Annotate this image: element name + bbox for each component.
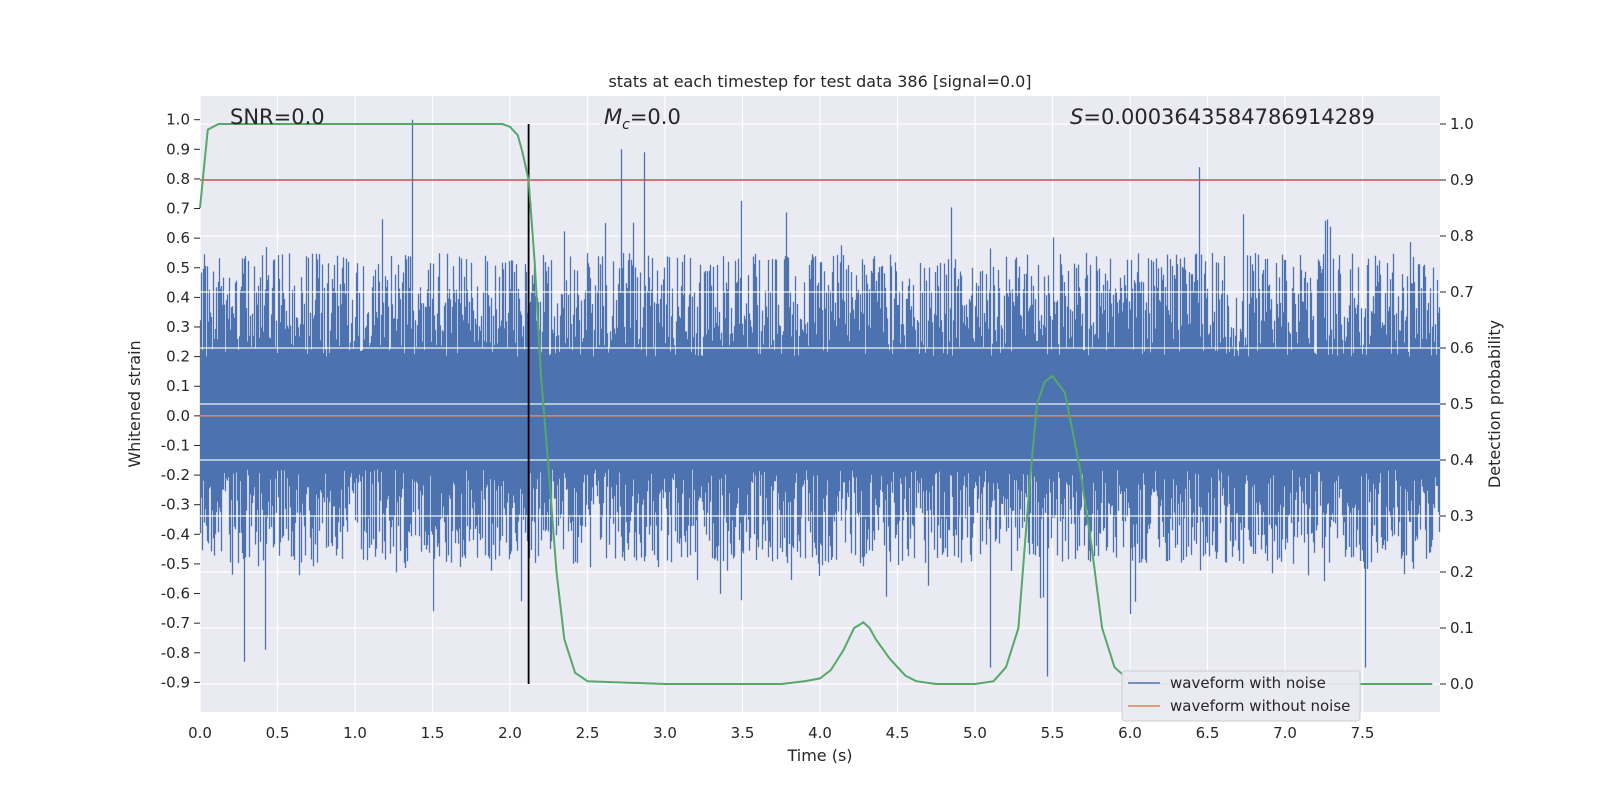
chirp-mass-value: =0.0 (630, 105, 681, 129)
x-tick-label: 7.5 (1351, 724, 1375, 742)
x-tick-label: 3.0 (653, 724, 677, 742)
waveform-with-noise-series (199, 119, 1441, 677)
y-tick-label: -0.8 (161, 644, 190, 662)
x-tick-label: 4.5 (886, 724, 910, 742)
y-tick-label: 1.0 (166, 111, 190, 129)
snr-annotation: SNR=0.0 (230, 105, 325, 129)
x-tick-label: 2.0 (498, 724, 522, 742)
x-tick-label: 5.0 (963, 724, 987, 742)
x-tick-label: 4.0 (808, 724, 832, 742)
y-tick-label: -0.4 (161, 525, 190, 543)
x-tick-label: 1.5 (421, 724, 445, 742)
legend-label-clean: waveform without noise (1170, 697, 1350, 715)
y-tick-label: 0.6 (166, 229, 190, 247)
y-tick-label: -0.9 (161, 673, 190, 691)
y2-tick-label: 0.1 (1450, 619, 1474, 637)
y-tick-label: -0.2 (161, 466, 190, 484)
y-tick-label: 0.5 (166, 259, 190, 277)
y-tick-label: 0.0 (166, 407, 190, 425)
x-tick-label: 6.0 (1118, 724, 1142, 742)
y2-axis-label: Detection probability (1485, 320, 1504, 488)
y2-tick-label: 0.4 (1450, 451, 1474, 469)
y-tick-label: -0.1 (161, 436, 190, 454)
s-annotation: S=0.0003643584786914289 (1070, 105, 1375, 129)
y2-tick-label: 0.5 (1450, 395, 1474, 413)
chirp-mass-annotation: Mc=0.0 (604, 105, 681, 133)
x-axis-ticks: 0.0 0.5 1.0 1.5 2.0 2.5 3.0 3.5 4.0 4.5 5.0 5.5 6.0 6… (188, 724, 1374, 742)
x-tick-label: 5.5 (1041, 724, 1065, 742)
y-tick-label: -0.7 (161, 614, 190, 632)
x-tick-label: 2.5 (576, 724, 600, 742)
x-tick-label: 6.5 (1196, 724, 1220, 742)
y-tick-label: 0.2 (166, 348, 190, 366)
y-tick-label: 0.9 (166, 140, 190, 158)
y2-tick-label: 1.0 (1450, 115, 1474, 133)
s-symbol: S (1070, 105, 1083, 129)
legend-box (1121, 670, 1361, 722)
y2-tick-label: 0.7 (1450, 283, 1474, 301)
y2-tick-label: 0.3 (1450, 507, 1474, 525)
chirp-mass-symbol: M (604, 105, 622, 129)
y-tick-label: -0.3 (161, 496, 190, 514)
y2-tick-label: 0.6 (1450, 339, 1474, 357)
y-tick-label: -0.5 (161, 555, 190, 573)
legend: waveform with noise waveform without noi… (1121, 670, 1361, 722)
x-tick-label: 3.5 (731, 724, 755, 742)
detection-probability-line (199, 123, 1433, 685)
y2-tick-label: 0.0 (1450, 675, 1474, 693)
y-tick-label: 0.8 (166, 170, 190, 188)
y-axis-ticks: 1.0 0.9 0.8 0.7 0.6 0.5 0.4 0.3 0.2 0.1 0.0 -0.1 -0.… (161, 111, 200, 691)
chart-title: stats at each timestep for test data 386… (608, 72, 1031, 91)
x-tick-label: 0.0 (188, 724, 212, 742)
y2-axis-ticks: 1.0 0.9 0.8 0.7 0.6 0.5 0.4 0.3 0.2 0.1 0.0 (1440, 115, 1474, 693)
y-tick-label: 0.7 (166, 200, 190, 218)
y-tick-label: -0.6 (161, 585, 190, 603)
legend-label-noise: waveform with noise (1170, 674, 1326, 692)
y-tick-label: 0.1 (166, 377, 190, 395)
x-tick-label: 1.0 (343, 724, 367, 742)
x-tick-label: 0.5 (266, 724, 290, 742)
s-value: =0.0003643584786914289 (1083, 105, 1375, 129)
y2-tick-label: 0.9 (1450, 171, 1474, 189)
y2-tick-label: 0.2 (1450, 563, 1474, 581)
y-tick-label: 0.3 (166, 318, 190, 336)
y-tick-label: 0.4 (166, 288, 190, 306)
x-axis-label: Time (s) (786, 746, 852, 765)
y-axis-label: Whitened strain (125, 340, 144, 467)
x-tick-label: 7.0 (1273, 724, 1297, 742)
y2-tick-label: 0.8 (1450, 227, 1474, 245)
chirp-mass-subscript: c (622, 117, 630, 133)
